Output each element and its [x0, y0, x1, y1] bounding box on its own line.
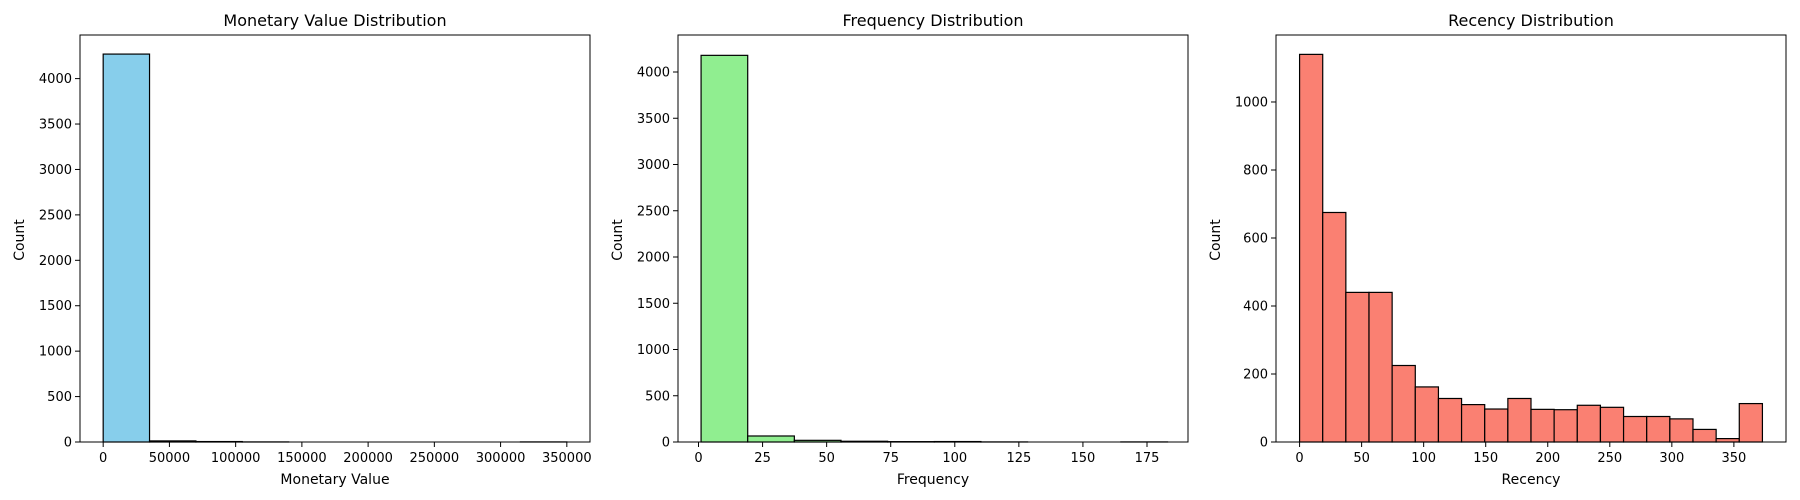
y-tick-label: 0	[662, 436, 670, 451]
monetary-value-histogram: Monetary Value Distribution Monetary Val…	[12, 11, 592, 488]
y-tick-label: 4000	[637, 66, 670, 81]
y-tick-label: 4000	[39, 72, 72, 87]
plot-frame	[1275, 34, 1787, 443]
x-tick-label: 175	[1135, 451, 1160, 466]
y-tick-label: 400	[1243, 299, 1268, 314]
bars	[102, 53, 568, 443]
x-tick-label: 150	[1473, 451, 1498, 466]
x-tick-label: 25	[754, 451, 771, 466]
x-tick-label: 0	[99, 451, 107, 466]
x-tick-label: 300000	[476, 451, 526, 466]
frequency-histogram: Frequency Distribution Frequency Count 0…	[610, 11, 1189, 488]
y-tick-label: 2500	[637, 204, 670, 219]
histogram-bar	[1715, 438, 1740, 443]
x-tick-label: 200000	[343, 451, 393, 466]
x-tick-label: 50	[1353, 451, 1370, 466]
histogram-bar	[1368, 291, 1393, 443]
y-tick-label: 2000	[39, 254, 72, 269]
x-axis-label: Recency	[1502, 472, 1561, 488]
histogram-bar	[1391, 364, 1416, 443]
y-tick-label: 3000	[39, 163, 72, 178]
y-tick-label: 600	[1243, 231, 1268, 246]
bars	[1298, 53, 1764, 443]
histogram-bar	[1692, 428, 1717, 443]
x-tick-label: 100	[1411, 451, 1436, 466]
chart-title: Monetary Value Distribution	[223, 11, 446, 30]
histogram-bar	[1298, 53, 1324, 443]
y-tick-label: 2500	[39, 208, 72, 223]
histogram-bar	[1484, 408, 1509, 443]
x-tick-label: 50	[818, 451, 835, 466]
plot-frame	[79, 34, 591, 443]
y-tick-label: 3500	[637, 112, 670, 127]
histogram-bar	[747, 435, 795, 443]
y-tick-label: 800	[1243, 163, 1268, 178]
y-tick-label: 2000	[637, 251, 670, 266]
y-axis-label: Count	[12, 219, 28, 261]
y-axis-label: Count	[610, 219, 626, 261]
histogram-bar	[1646, 415, 1671, 443]
bars	[700, 54, 1169, 443]
histogram-bar	[1414, 386, 1440, 443]
y-tick-label: 1000	[39, 345, 72, 360]
histogram-bar	[1576, 404, 1602, 443]
histogram-bar	[1738, 402, 1764, 443]
chart-title: Recency Distribution	[1448, 11, 1614, 30]
histogram-bar	[1553, 409, 1578, 443]
y-tick-label: 3500	[39, 118, 72, 133]
histogram-bar	[1437, 397, 1463, 443]
x-tick-label: 150000	[277, 451, 327, 466]
y-tick-label: 1500	[637, 297, 670, 312]
histogram-bar	[1530, 408, 1555, 443]
x-tick-label: 300	[1659, 451, 1684, 466]
y-tick-label: 1000	[637, 343, 670, 358]
x-tick-label: 125	[1006, 451, 1031, 466]
x-axis-label: Monetary Value	[280, 472, 389, 488]
y-axis-label: Count	[1208, 219, 1224, 261]
histogram-bar	[1507, 397, 1532, 443]
x-tick-label: 100000	[211, 451, 261, 466]
y-tick-label: 0	[64, 436, 72, 451]
histogram-bar	[1460, 404, 1486, 443]
x-axis-label: Frequency	[897, 472, 969, 488]
histogram-bar	[102, 53, 151, 443]
histogram-bar	[1599, 406, 1625, 443]
x-tick-label: 200	[1535, 451, 1560, 466]
x-tick-label: 350000	[542, 451, 592, 466]
plot-frame	[677, 34, 1189, 443]
x-tick-label: 100	[942, 451, 967, 466]
y-tick-label: 200	[1243, 367, 1268, 382]
histogram-bar	[1669, 418, 1694, 443]
x-tick-label: 350	[1721, 451, 1746, 466]
y-tick-label: 3000	[637, 158, 670, 173]
histogram-bar	[1345, 291, 1370, 443]
x-tick-label: 50000	[149, 451, 190, 466]
histogram-bar	[1622, 415, 1648, 443]
x-tick-label: 0	[1295, 451, 1303, 466]
chart-title: Frequency Distribution	[842, 11, 1023, 30]
y-tick-label: 500	[47, 390, 72, 405]
y-tick-label: 0	[1260, 436, 1268, 451]
x-tick-label: 250	[1597, 451, 1622, 466]
x-tick-label: 75	[882, 451, 899, 466]
recency-histogram: Recency Distribution Recency Count 0 50 10…	[1208, 11, 1787, 488]
x-tick-label: 0	[694, 451, 702, 466]
histogram-bar	[700, 54, 749, 443]
x-tick-label: 250000	[410, 451, 460, 466]
y-tick-label: 1500	[39, 299, 72, 314]
y-tick-label: 1000	[1235, 95, 1268, 110]
histogram-bar	[1322, 211, 1347, 443]
y-tick-label: 500	[645, 389, 670, 404]
x-tick-label: 150	[1071, 451, 1096, 466]
